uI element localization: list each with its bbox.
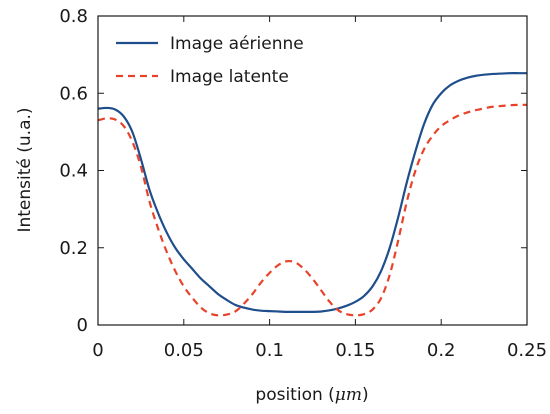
legend-label-latent: Image latente: [170, 67, 289, 87]
x-tick-label: 0.25: [507, 340, 547, 361]
x-tick-label: 0.15: [335, 340, 375, 361]
x-tick-label: 0.05: [164, 340, 204, 361]
y-tick-label: 0.4: [59, 161, 88, 182]
legend-label-aerial: Image aérienne: [170, 34, 304, 54]
series-line-latent: [98, 103, 527, 317]
legend: Image aérienne Image latente: [116, 34, 304, 87]
series-line-aerial: [98, 72, 527, 313]
y-tick-label: 0: [77, 315, 88, 336]
x-tick-label: 0.2: [427, 340, 456, 361]
x-tick-label: 0.1: [255, 340, 284, 361]
y-axis-title: Intensité (u.a.): [15, 107, 35, 232]
y-tick-label: 0.6: [59, 83, 88, 104]
x-axis-title: position (μm): [255, 385, 368, 405]
y-tick-label: 0.2: [59, 238, 88, 259]
plot-frame: [97, 15, 528, 326]
x-tick-label: 0: [92, 340, 103, 361]
y-tick-label: 0.8: [59, 6, 88, 27]
